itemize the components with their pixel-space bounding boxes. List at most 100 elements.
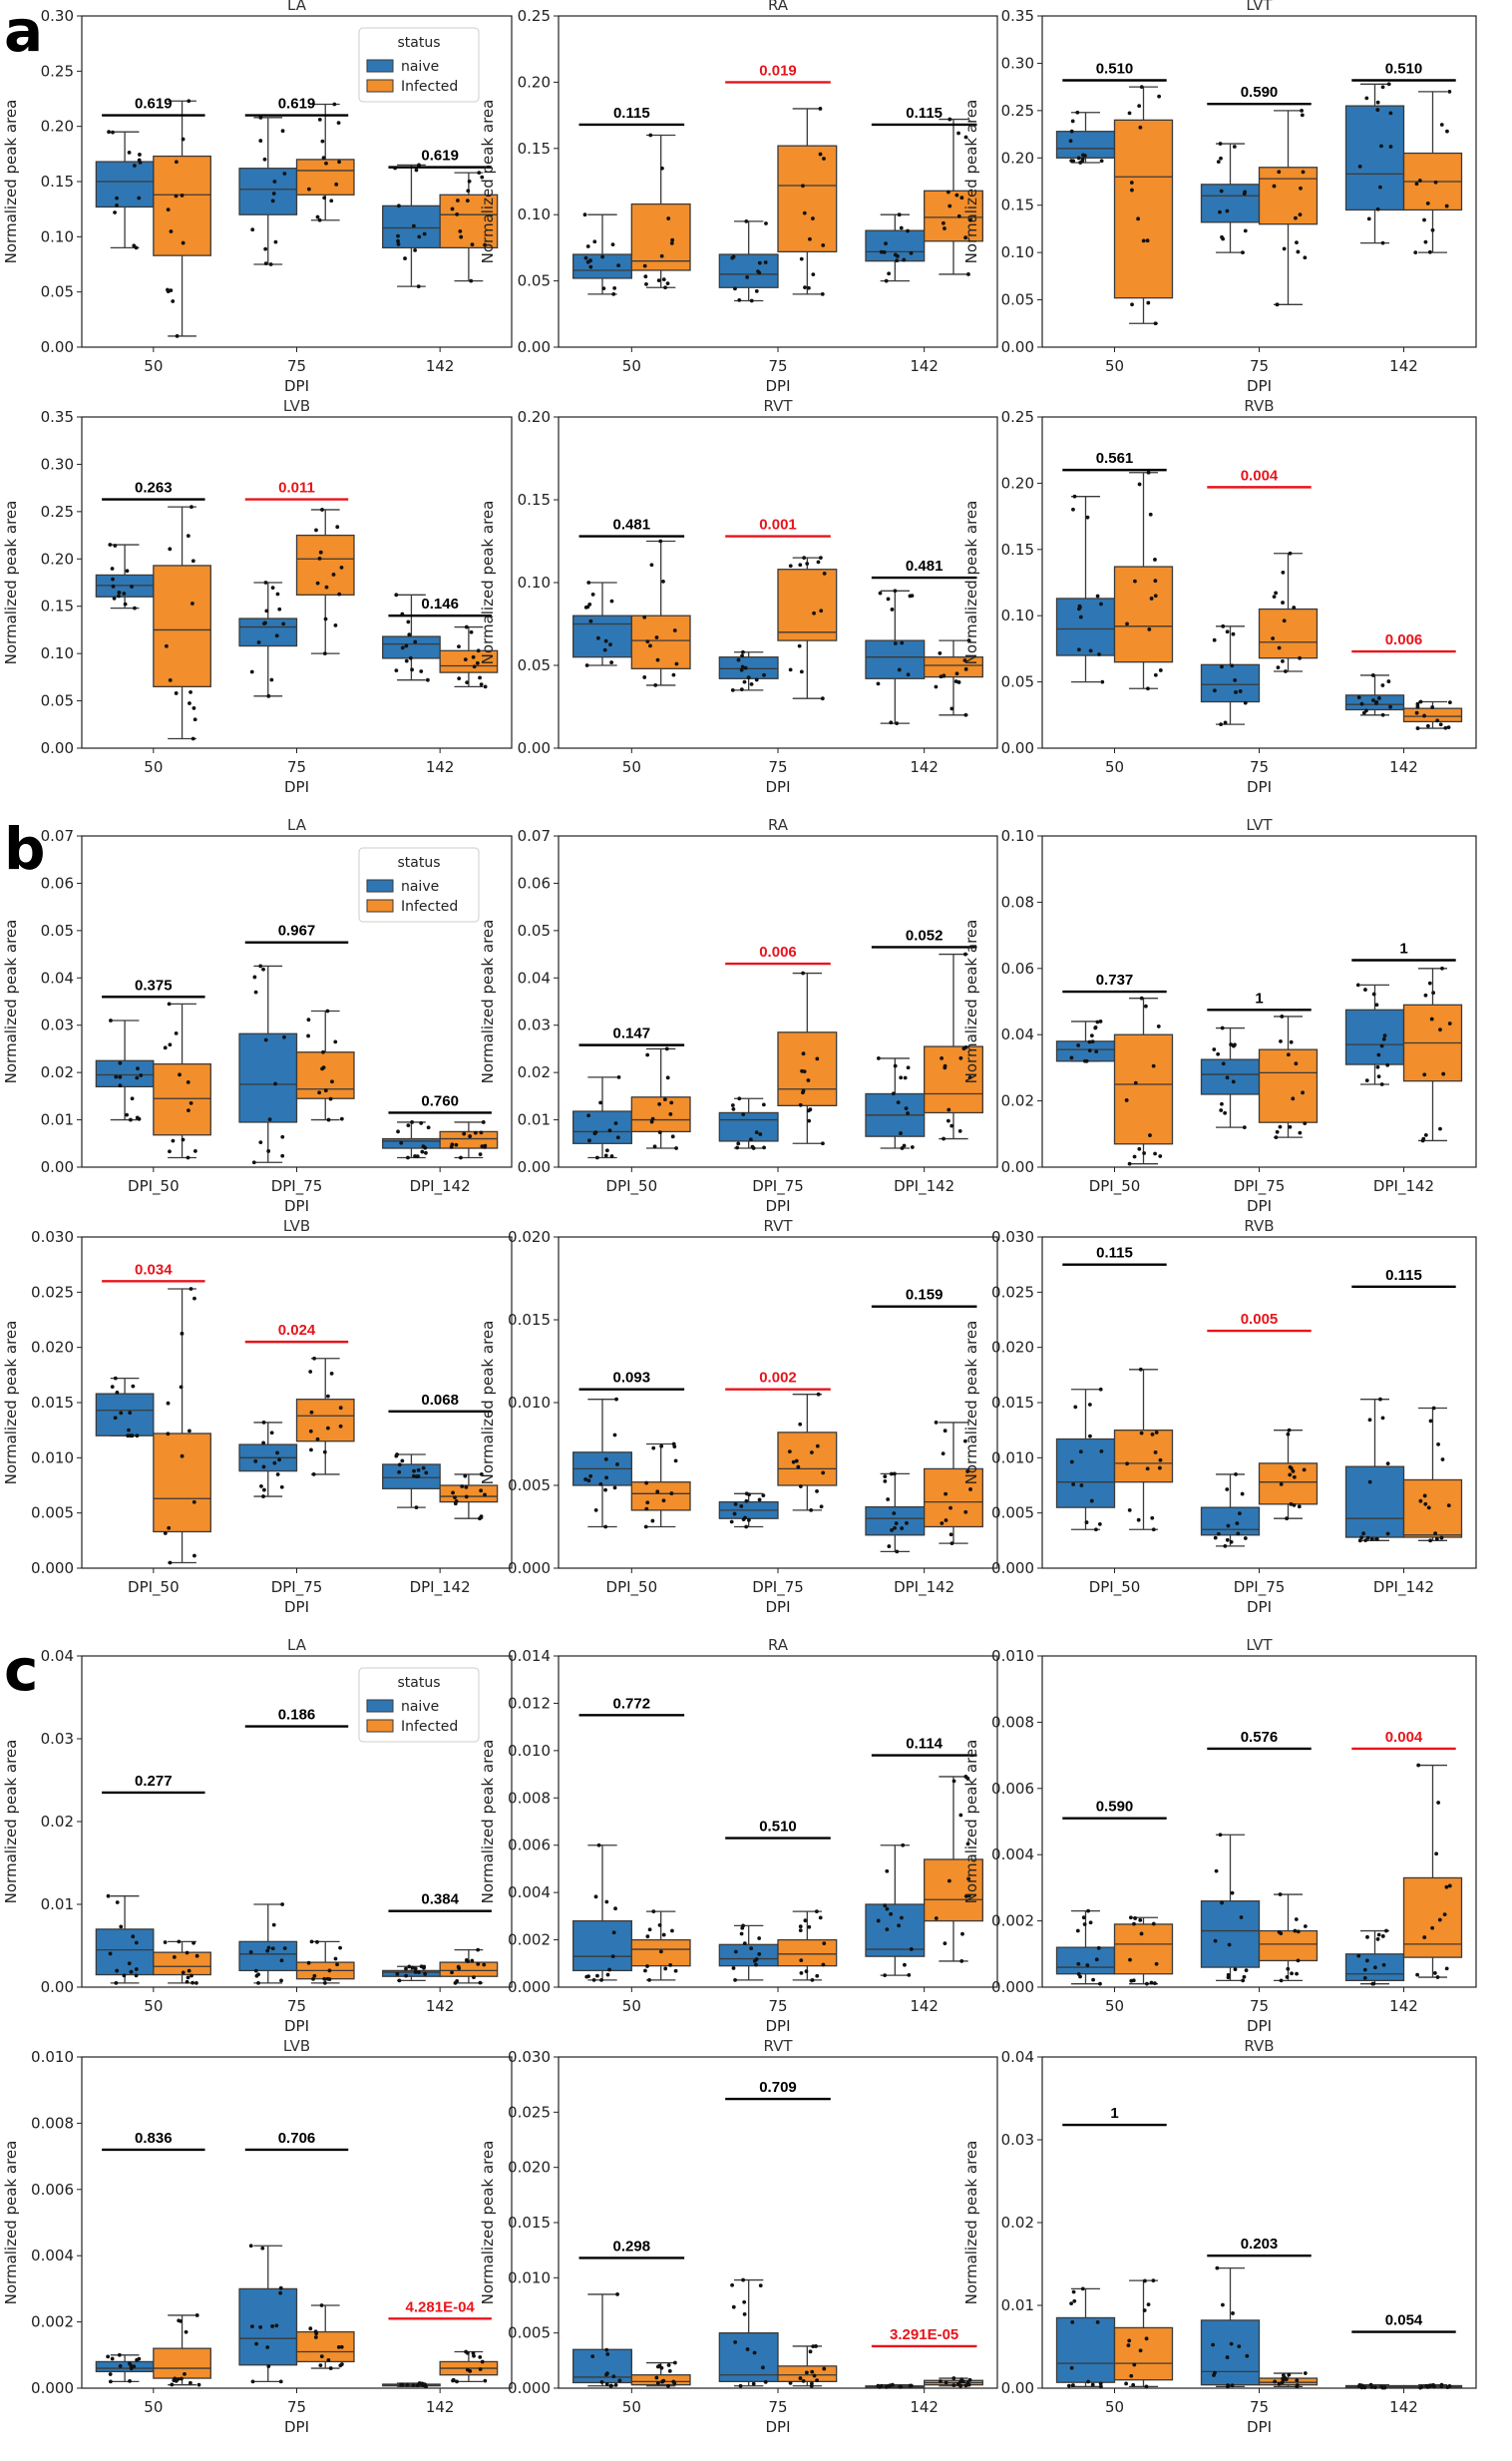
data-point: [949, 1123, 954, 1128]
data-point: [1218, 142, 1223, 146]
box-naive: [382, 2381, 441, 2389]
data-point: [1357, 164, 1362, 169]
data-point: [960, 1931, 964, 1936]
data-point: [736, 1141, 741, 1146]
data-point: [894, 1521, 899, 1525]
x-tick-label: 50: [1105, 357, 1124, 375]
y-tick-label: 0.015: [31, 1394, 74, 1412]
data-point: [131, 1934, 136, 1939]
y-tick-label: 0.000: [991, 1978, 1034, 1996]
data-point: [609, 1154, 614, 1158]
box-iqr: [238, 1940, 298, 1972]
box-iqr: [439, 194, 499, 249]
box-naive: [1055, 1020, 1116, 1063]
data-point: [818, 107, 823, 111]
data-point: [394, 668, 399, 673]
data-point: [747, 1492, 751, 1497]
data-point: [611, 1930, 616, 1935]
y-tick-label: 0.03: [41, 1730, 74, 1748]
data-point: [108, 2379, 113, 2384]
data-point: [1425, 202, 1430, 205]
data-point: [1137, 104, 1142, 109]
box-infected: [1402, 1406, 1463, 1543]
box-iqr: [777, 1938, 838, 1967]
data-point: [132, 2364, 137, 2369]
data-point: [1380, 683, 1385, 687]
y-tick-label: 0.20: [518, 73, 551, 91]
data-point: [885, 1927, 890, 1932]
data-point: [944, 2380, 948, 2385]
data-point: [657, 1130, 662, 1134]
data-point: [414, 1505, 419, 1510]
data-point: [1069, 2301, 1074, 2306]
data-point: [1087, 1403, 1092, 1407]
x-axis-label: DPI: [284, 1598, 309, 1616]
data-point: [1129, 2373, 1134, 2378]
pvalue-label: 0.967: [278, 923, 316, 940]
chart-title: LA: [287, 816, 307, 834]
pvalue-label: 1: [1110, 2105, 1118, 2122]
data-point: [670, 237, 675, 242]
data-point: [422, 1964, 427, 1969]
data-point: [615, 1135, 620, 1140]
box-iqr: [630, 615, 691, 669]
data-point: [248, 1950, 253, 1954]
data-point: [194, 2313, 199, 2317]
data-point: [1218, 1833, 1223, 1838]
y-tick-label: 0.006: [31, 2181, 74, 2199]
box-infected: [777, 1909, 838, 1982]
pvalue-label: 0.510: [1096, 61, 1134, 78]
data-point: [909, 2383, 914, 2388]
data-point: [266, 1945, 271, 1950]
data-point: [899, 225, 904, 230]
data-point: [1098, 2384, 1103, 2389]
y-tick-label: 0.05: [518, 272, 551, 290]
x-tick-label: DPI_75: [752, 1177, 804, 1196]
y-tick-label: 0.002: [508, 1931, 551, 1949]
x-tick-label: 50: [144, 758, 163, 776]
data-point: [1423, 993, 1428, 998]
y-tick-label: 0.05: [1001, 291, 1034, 309]
x-axis-label: DPI: [1247, 1598, 1272, 1616]
data-point: [135, 1434, 140, 1438]
data-point: [1284, 2377, 1289, 2381]
data-point: [1225, 1487, 1230, 1491]
data-point: [821, 242, 826, 247]
data-point: [1376, 1932, 1381, 1937]
x-tick-label: 50: [144, 1997, 163, 2015]
data-point: [893, 1063, 898, 1068]
data-point: [1094, 1527, 1098, 1532]
box-infected: [295, 2303, 355, 2370]
data-point: [798, 1928, 803, 1932]
y-tick-label: 0.010: [31, 2048, 74, 2066]
data-point: [181, 1970, 186, 1975]
data-point: [338, 2363, 343, 2368]
box-naive: [718, 649, 779, 692]
box-iqr: [1200, 184, 1261, 223]
data-point: [169, 229, 174, 233]
data-point: [1070, 119, 1075, 124]
data-point: [1271, 636, 1276, 640]
data-point: [588, 264, 593, 269]
data-point: [583, 605, 588, 610]
y-tick-label: 0.04: [518, 969, 551, 987]
data-point: [339, 2344, 344, 2349]
data-point: [1095, 2320, 1100, 2324]
data-point: [1151, 1527, 1156, 1532]
data-point: [1440, 966, 1444, 971]
data-point: [278, 2285, 283, 2290]
data-point: [910, 1145, 915, 1149]
data-point: [415, 2383, 420, 2388]
box-naive: [865, 589, 926, 725]
data-point: [595, 635, 600, 640]
data-point: [804, 1969, 809, 1974]
data-point: [1243, 1536, 1248, 1540]
data-point: [129, 1434, 134, 1438]
data-point: [730, 2282, 734, 2287]
box-iqr: [153, 1433, 211, 1533]
data-point: [612, 1433, 617, 1437]
box-iqr: [924, 190, 983, 242]
data-point: [1226, 1972, 1231, 1977]
data-point: [280, 1153, 285, 1158]
